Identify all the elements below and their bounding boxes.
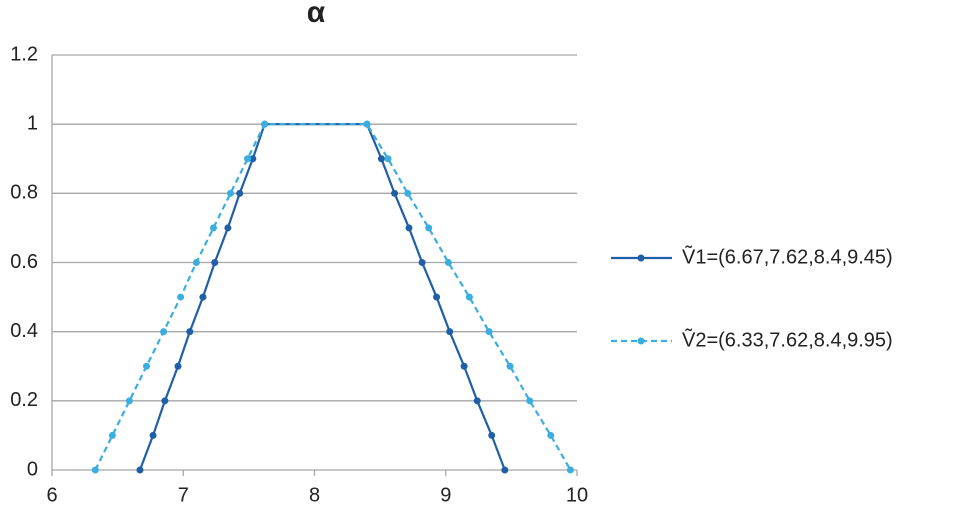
point	[485, 328, 493, 336]
point	[488, 431, 496, 439]
legend-label: Ṽ1=(6.67,7.62,8.4,9.45)	[682, 244, 893, 268]
point	[465, 293, 473, 301]
point	[501, 466, 509, 474]
point	[211, 259, 219, 266]
point	[446, 328, 454, 336]
point	[136, 466, 144, 474]
legend-label: Ṽ2=(6.33,7.62,8.4,9.95)	[682, 327, 893, 351]
series-line	[94, 123, 572, 471]
point	[224, 224, 232, 232]
x-tick-label: 10	[566, 484, 588, 506]
point	[526, 397, 534, 405]
point	[391, 189, 399, 197]
point	[108, 431, 116, 439]
point	[236, 189, 244, 197]
series-line	[138, 123, 506, 471]
point	[125, 397, 133, 405]
point	[418, 259, 426, 266]
point	[363, 120, 371, 128]
point	[174, 362, 182, 370]
point	[149, 431, 157, 439]
point	[244, 155, 252, 163]
point	[199, 293, 207, 301]
point	[384, 155, 392, 163]
point	[91, 466, 99, 474]
point	[186, 328, 194, 336]
point	[404, 189, 412, 197]
x-tick-label: 6	[46, 484, 57, 506]
point	[143, 362, 150, 370]
point	[192, 259, 200, 266]
legend-marker	[637, 254, 645, 262]
point	[547, 431, 555, 439]
point	[425, 224, 433, 232]
x-tick-label: 9	[440, 484, 451, 506]
y-tick-label: 0.6	[10, 251, 38, 273]
x-tick-label: 7	[178, 484, 189, 506]
point	[177, 293, 185, 301]
y-tick-label: 0.4	[10, 320, 38, 342]
point	[460, 362, 468, 370]
y-tick-label: 0	[27, 458, 38, 480]
point	[249, 155, 257, 163]
point	[161, 397, 169, 405]
point	[227, 189, 234, 197]
point	[433, 293, 441, 301]
point	[506, 362, 514, 370]
y-tick-label: 1.2	[10, 43, 38, 65]
point	[405, 224, 413, 232]
chart-title: α	[307, 0, 326, 29]
point	[377, 155, 385, 163]
point	[473, 397, 481, 405]
point	[261, 120, 269, 128]
point	[160, 328, 168, 336]
point	[209, 224, 217, 232]
y-tick-label: 1	[27, 112, 38, 134]
point	[566, 466, 574, 474]
legend-marker	[637, 337, 645, 345]
point	[444, 259, 452, 266]
y-tick-label: 0.8	[10, 182, 38, 204]
y-tick-label: 0.2	[10, 389, 38, 411]
x-tick-label: 8	[309, 484, 320, 506]
